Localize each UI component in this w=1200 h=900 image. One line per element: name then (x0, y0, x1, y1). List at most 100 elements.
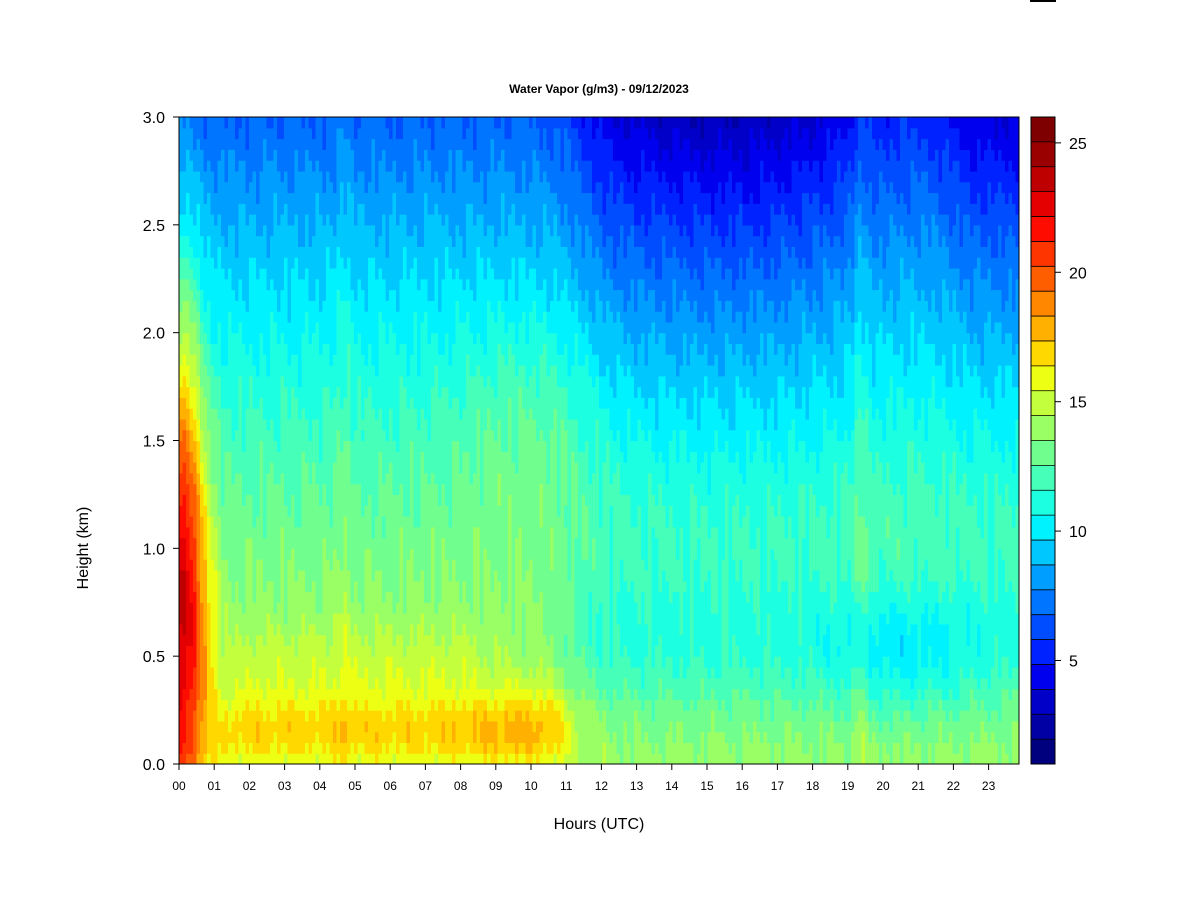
heatmap-cell (399, 257, 404, 269)
heatmap-cell (312, 332, 317, 345)
heatmap-cell (378, 375, 383, 388)
heatmap-cell (427, 462, 432, 474)
heatmap-cell (466, 127, 471, 140)
heatmap-cell (452, 623, 457, 636)
heatmap-cell (315, 418, 320, 431)
heatmap-cell (382, 354, 387, 366)
heatmap-cell (294, 117, 299, 129)
heatmap-cell (368, 311, 373, 323)
heatmap-cell (452, 224, 457, 237)
heatmap-cell (452, 526, 457, 539)
heatmap-cell (301, 440, 306, 452)
heatmap-cell (350, 117, 355, 129)
heatmap-cell (277, 257, 282, 269)
heatmap-cell (403, 634, 408, 646)
heatmap-cell (413, 278, 418, 291)
heatmap-cell (434, 289, 439, 301)
heatmap-cell (200, 235, 205, 247)
heatmap-cell (298, 127, 303, 140)
heatmap-cell (277, 246, 282, 258)
heatmap-cell (217, 170, 222, 183)
heatmap-cell (364, 440, 369, 452)
heatmap-cell (340, 591, 345, 603)
heatmap-cell (249, 634, 254, 646)
heatmap-cell (266, 666, 271, 679)
heatmap-cell (403, 569, 408, 582)
heatmap-cell (287, 710, 292, 722)
heatmap-cell (298, 580, 303, 593)
heatmap-cell (273, 505, 278, 517)
heatmap-cell (336, 494, 341, 506)
heatmap-cell (445, 343, 450, 355)
heatmap-cell (235, 429, 240, 442)
heatmap-cell (263, 235, 268, 247)
heatmap-cell (207, 666, 212, 679)
heatmap-cell (210, 634, 215, 646)
heatmap-cell (406, 160, 411, 172)
heatmap-cell (217, 710, 222, 722)
heatmap-cell (284, 742, 289, 754)
heatmap-cell (242, 235, 247, 247)
heatmap-cell (413, 203, 418, 215)
heatmap-cell (196, 710, 201, 722)
heatmap-cell (438, 267, 443, 280)
heatmap-cell (179, 149, 184, 161)
heatmap-cell (350, 666, 355, 679)
heatmap-cell (315, 440, 320, 452)
heatmap-cell (228, 753, 233, 764)
heatmap-cell (336, 343, 341, 355)
heatmap-cell (392, 257, 397, 269)
heatmap-cell (189, 149, 194, 161)
heatmap-cell (298, 613, 303, 625)
heatmap-cell (266, 365, 271, 377)
heatmap-cell (193, 634, 198, 646)
heatmap-cell (357, 418, 362, 431)
heatmap-cell (186, 278, 191, 291)
heatmap-cell (210, 645, 215, 657)
heatmap-cell (459, 656, 464, 668)
heatmap-cell (200, 278, 205, 291)
heatmap-cell (389, 397, 394, 409)
heatmap-cell (431, 289, 436, 301)
heatmap-cell (214, 418, 219, 431)
heatmap-cell (221, 429, 226, 442)
heatmap-cell (343, 559, 348, 571)
heatmap-cell (385, 613, 390, 625)
heatmap-cell (462, 192, 467, 204)
heatmap-cell (200, 688, 205, 700)
heatmap-cell (434, 462, 439, 474)
heatmap-cell (410, 365, 415, 377)
heatmap-cell (347, 246, 352, 258)
heatmap-cell (427, 117, 432, 129)
heatmap-cell (448, 235, 453, 247)
heatmap-cell (200, 613, 205, 625)
heatmap-cell (294, 267, 299, 280)
heatmap-cell (417, 235, 422, 247)
heatmap-cell (312, 559, 317, 571)
heatmap-cell (350, 365, 355, 377)
heatmap-cell (417, 580, 422, 593)
heatmap-cell (343, 494, 348, 506)
heatmap-cell (186, 289, 191, 301)
heatmap-cell (410, 677, 415, 690)
heatmap-cell (228, 246, 233, 258)
heatmap-cell (343, 149, 348, 161)
heatmap-cell (224, 418, 229, 431)
heatmap-cell (242, 343, 247, 355)
heatmap-cell (273, 235, 278, 247)
heatmap-cell (371, 365, 376, 377)
heatmap-cell (238, 515, 243, 528)
heatmap-cell (231, 127, 236, 140)
heatmap-cell (375, 623, 380, 636)
heatmap-cell (347, 537, 352, 549)
heatmap-cell (322, 526, 327, 539)
heatmap-cell (389, 656, 394, 668)
heatmap-cell (410, 203, 415, 215)
heatmap-cell (326, 688, 331, 700)
heatmap-cell (413, 591, 418, 603)
heatmap-cell (357, 710, 362, 722)
heatmap-cell (193, 526, 198, 539)
heatmap-cell (273, 731, 278, 744)
heatmap-cell (431, 472, 436, 485)
heatmap-cell (441, 289, 446, 301)
